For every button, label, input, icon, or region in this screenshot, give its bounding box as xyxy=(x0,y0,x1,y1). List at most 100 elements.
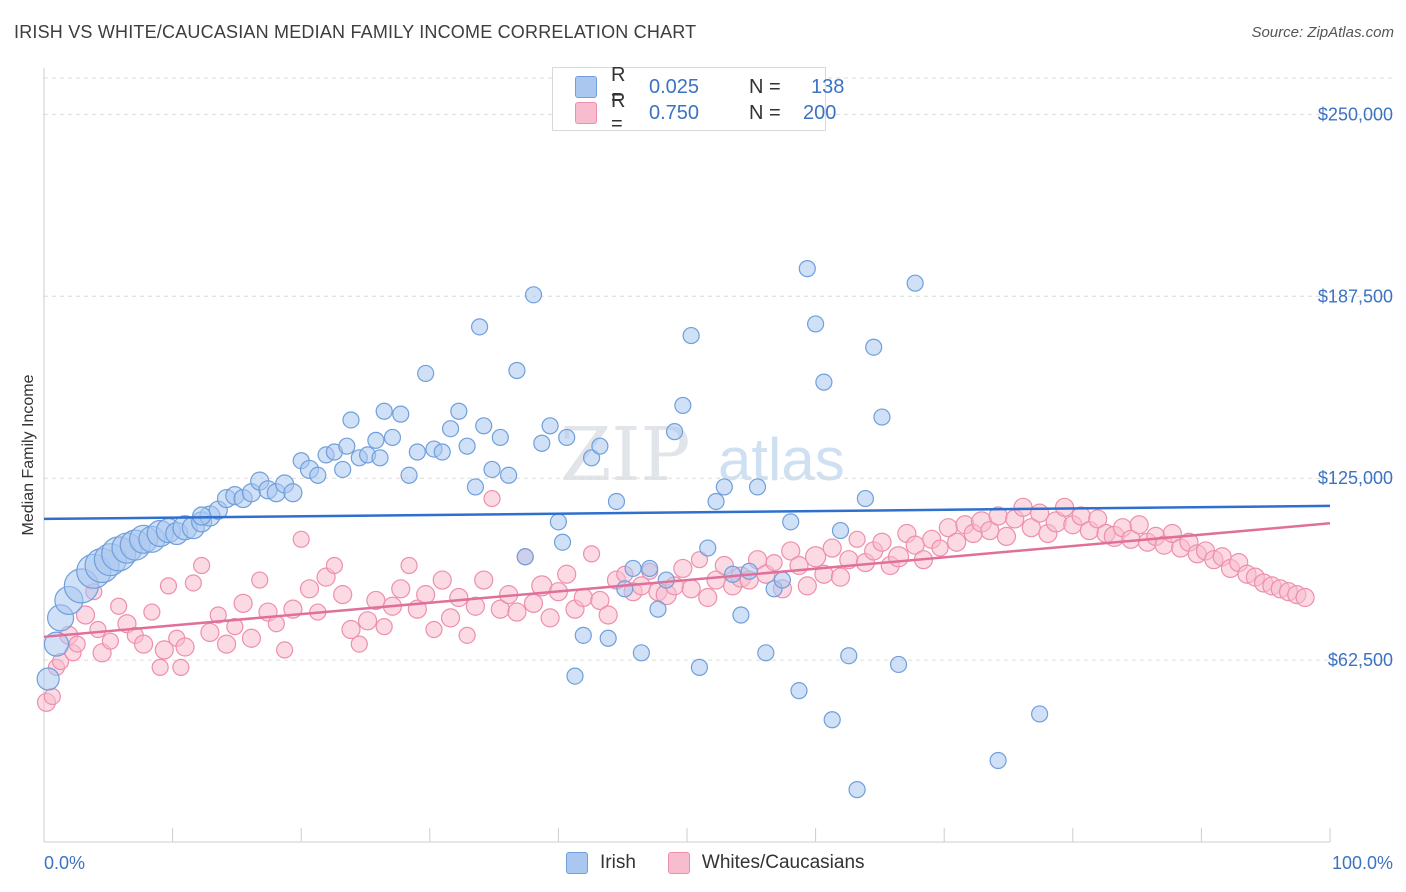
irish-point xyxy=(309,466,327,484)
whites-point xyxy=(333,585,353,605)
whites-point xyxy=(449,587,469,608)
whites-swatch xyxy=(575,102,597,124)
irish-point xyxy=(483,460,501,479)
irish-point xyxy=(616,580,634,598)
whites-point xyxy=(523,593,544,613)
whites-point xyxy=(89,620,107,639)
irish-point xyxy=(690,658,709,676)
irish-point xyxy=(371,449,389,467)
irish-point xyxy=(657,571,675,589)
irish-point xyxy=(798,260,816,278)
irish-point xyxy=(624,559,642,578)
whites-point xyxy=(416,585,436,605)
series-legend: Irish Whites/Caucasians xyxy=(566,852,897,874)
whites-point xyxy=(765,553,783,572)
whites-point xyxy=(848,530,866,548)
irish-point xyxy=(524,286,543,304)
whites-point xyxy=(432,570,452,590)
whites-point xyxy=(573,587,593,608)
irish-point xyxy=(790,682,808,700)
irish-point xyxy=(475,417,493,435)
irish-point xyxy=(500,466,518,484)
whites-point xyxy=(507,602,527,622)
whites-point xyxy=(101,632,119,650)
correlation-legend: R = 0.025 N = 138 R = 0.750 N = 200 xyxy=(552,64,844,135)
irish-point xyxy=(392,405,410,423)
irish-trend-line xyxy=(43,504,1331,521)
whites-point xyxy=(75,605,96,625)
whites-point xyxy=(233,593,253,613)
n-value: 200 xyxy=(803,101,837,124)
irish-point xyxy=(558,428,576,447)
irish-point xyxy=(699,539,717,557)
irish-point xyxy=(283,483,303,503)
irish-point xyxy=(508,361,526,380)
irish-point xyxy=(566,667,584,685)
irish-point xyxy=(740,562,758,580)
whites-point xyxy=(582,545,601,563)
irish-point xyxy=(367,431,385,449)
legend-row-irish: R = 0.025 N = 138 xyxy=(575,64,844,109)
irish-point xyxy=(342,411,360,429)
whites-point xyxy=(425,620,443,639)
irish-point xyxy=(607,492,626,511)
irish-point xyxy=(441,420,460,438)
chart-title: IRISH VS WHITE/CAUCASIAN MEDIAN FAMILY I… xyxy=(14,22,697,42)
whites-point xyxy=(159,577,178,595)
irish-point xyxy=(906,274,924,292)
whites-point xyxy=(590,590,610,611)
x-tick-label: 100.0% xyxy=(1332,853,1393,873)
irish-point xyxy=(433,443,451,461)
irish-point xyxy=(466,478,485,496)
irish-point xyxy=(458,437,476,455)
whites-point xyxy=(43,687,61,706)
n-label: N = xyxy=(749,75,781,98)
irish-point xyxy=(865,338,883,356)
whites-point xyxy=(357,611,378,631)
whites-point xyxy=(133,634,154,654)
irish-point xyxy=(417,364,435,383)
irish-point xyxy=(823,711,841,729)
irish-point xyxy=(873,408,891,426)
irish-point xyxy=(674,396,692,415)
whites-point xyxy=(154,640,174,660)
whites-point xyxy=(143,603,161,621)
whites-swatch xyxy=(667,852,690,874)
whites-point xyxy=(1129,515,1149,535)
legend-item-whites: Whites/Caucasians xyxy=(667,852,865,874)
irish-point xyxy=(782,513,800,531)
whites-point xyxy=(557,564,577,584)
irish-point xyxy=(1031,705,1049,723)
whites-point xyxy=(251,571,269,589)
whites-point xyxy=(184,574,202,592)
whites-point xyxy=(931,539,949,557)
irish-point xyxy=(773,571,792,589)
y-tick-label: $125,000 xyxy=(1318,468,1393,488)
whites-point xyxy=(226,618,244,636)
whites-point xyxy=(151,658,169,676)
irish-point xyxy=(553,533,572,551)
irish-point xyxy=(806,315,825,333)
irish-point xyxy=(450,402,468,420)
whites-point xyxy=(887,546,910,568)
whites-point xyxy=(781,541,801,561)
whites-point xyxy=(209,606,227,624)
whites-trend-line xyxy=(43,522,1331,639)
whites-point xyxy=(400,556,418,575)
whites-point xyxy=(996,526,1017,547)
r-label: R = xyxy=(611,64,626,109)
whites-point xyxy=(440,608,461,628)
whites-point xyxy=(267,615,285,633)
whites-point xyxy=(172,658,190,676)
irish-point xyxy=(599,629,617,647)
whites-point xyxy=(241,628,262,648)
whites-point xyxy=(200,622,220,643)
whites-point xyxy=(458,626,476,644)
irish-point xyxy=(582,449,601,467)
irish-point xyxy=(856,489,874,508)
irish-point xyxy=(732,606,750,624)
n-label: N = xyxy=(749,101,781,124)
irish-point xyxy=(400,466,418,484)
irish-point xyxy=(375,402,393,420)
irish-point xyxy=(36,667,60,691)
